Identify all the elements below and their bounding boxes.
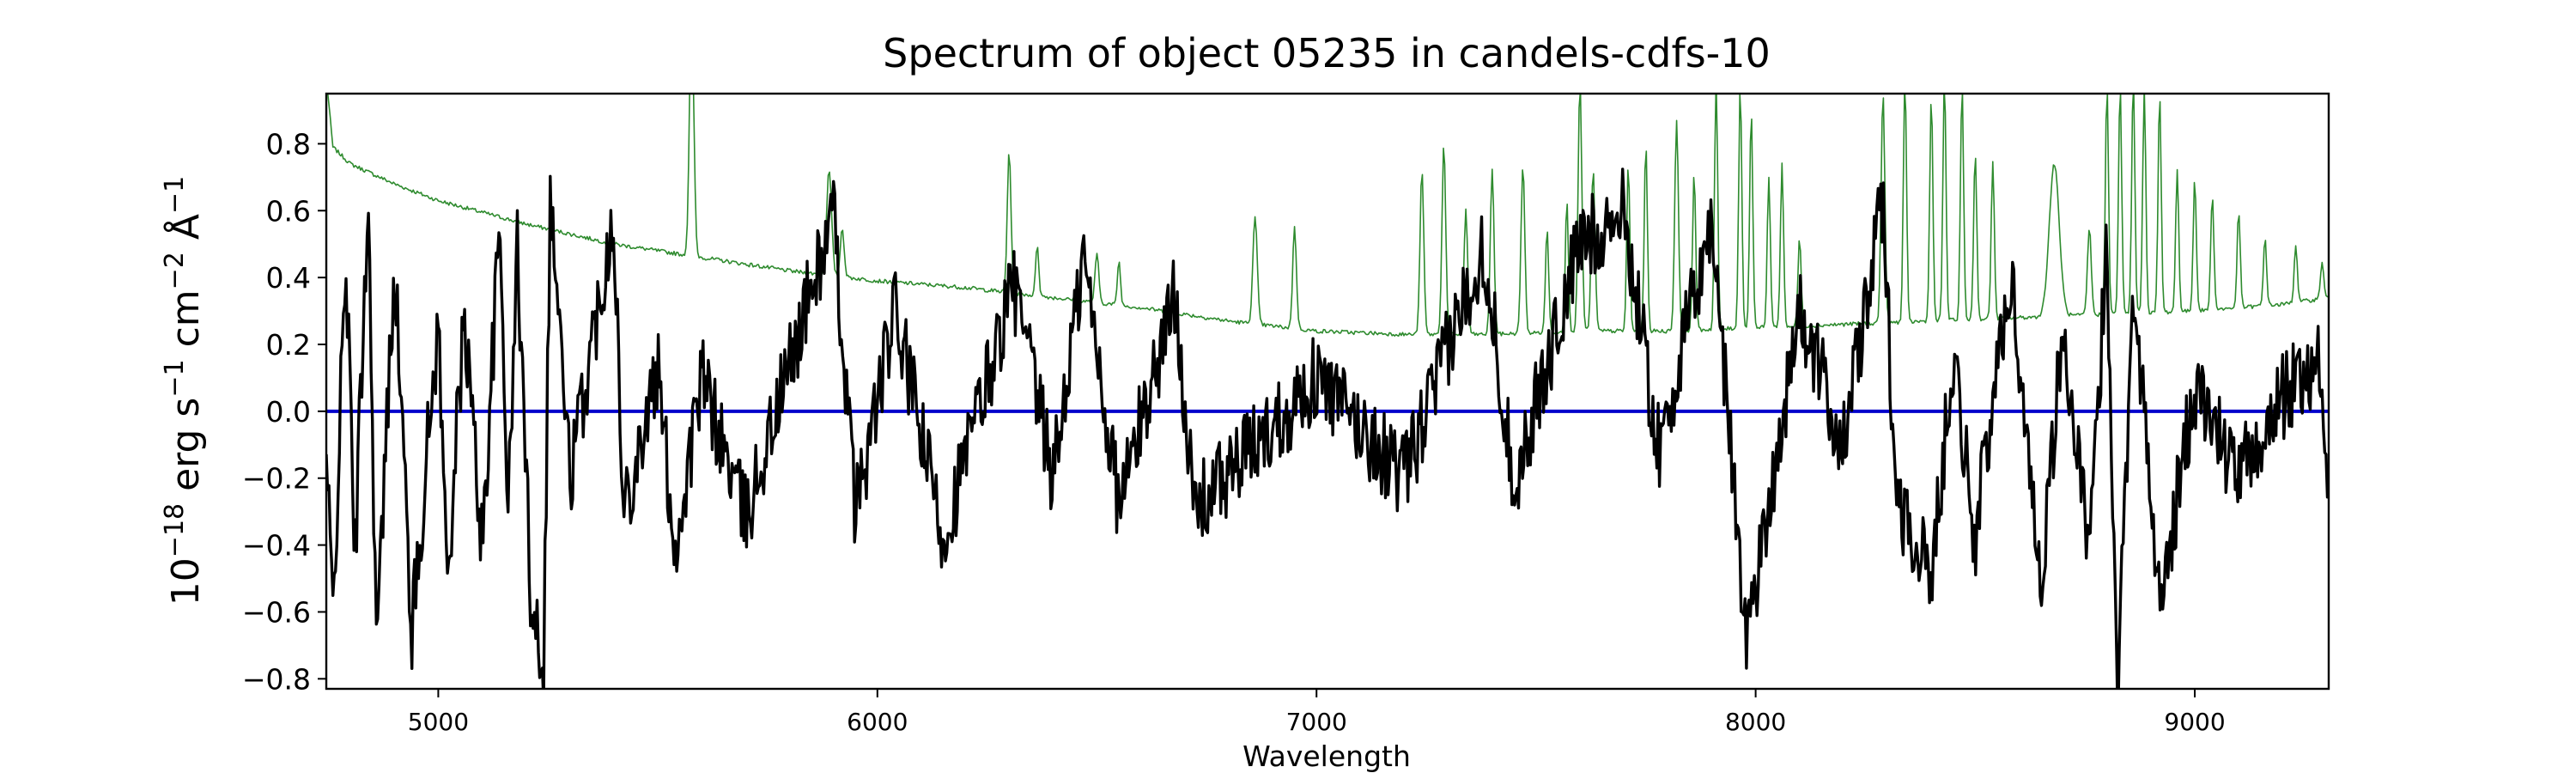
y-label-unit2: cm <box>164 289 208 359</box>
x-tick-label: 5000 <box>408 708 469 736</box>
x-tick-label: 8000 <box>1725 708 1786 736</box>
y-axis-label: 10−18 erg s−1 cm−2 Å−1 <box>160 176 208 606</box>
y-label-base: 10 <box>164 557 208 606</box>
y-tick-label: −0.6 <box>242 595 311 629</box>
y-label-unit3: Å <box>162 214 208 252</box>
x-axis-label: Wavelength <box>1242 740 1411 773</box>
y-axis: −0.8 −0.6 −0.4 −0.2 0.0 0.2 0.4 0.6 0.8 <box>242 127 326 696</box>
data-layer <box>326 94 2329 689</box>
y-label-exp: −18 <box>160 503 190 557</box>
x-tick-label: 9000 <box>2164 708 2225 736</box>
y-tick-label: 0.6 <box>266 194 311 228</box>
x-tick-label: 7000 <box>1286 708 1347 736</box>
error-series-line <box>326 94 2329 337</box>
y-tick-label: −0.8 <box>242 662 311 696</box>
y-tick-label: 0.0 <box>266 395 311 429</box>
plot-area <box>325 92 2330 691</box>
y-tick-label: −0.2 <box>242 462 311 496</box>
y-tick-label: −0.4 <box>242 529 311 563</box>
y-label-unit1-exp: −1 <box>160 359 190 397</box>
x-tick-label: 6000 <box>847 708 908 736</box>
y-label-unit3-exp: −1 <box>160 176 190 214</box>
y-tick-label: 0.8 <box>266 127 311 161</box>
y-label-unit1: erg s <box>164 398 208 503</box>
y-tick-label: 0.4 <box>266 261 311 295</box>
y-tick-label: 0.2 <box>266 328 311 362</box>
plot-frame <box>325 92 2330 691</box>
chart-title: Spectrum of object 05235 in candels-cdfs… <box>883 30 1771 76</box>
flux-series-line <box>326 167 2329 689</box>
y-label-unit2-exp: −2 <box>160 252 190 289</box>
x-axis: 5000 6000 7000 8000 9000 <box>408 689 2226 736</box>
